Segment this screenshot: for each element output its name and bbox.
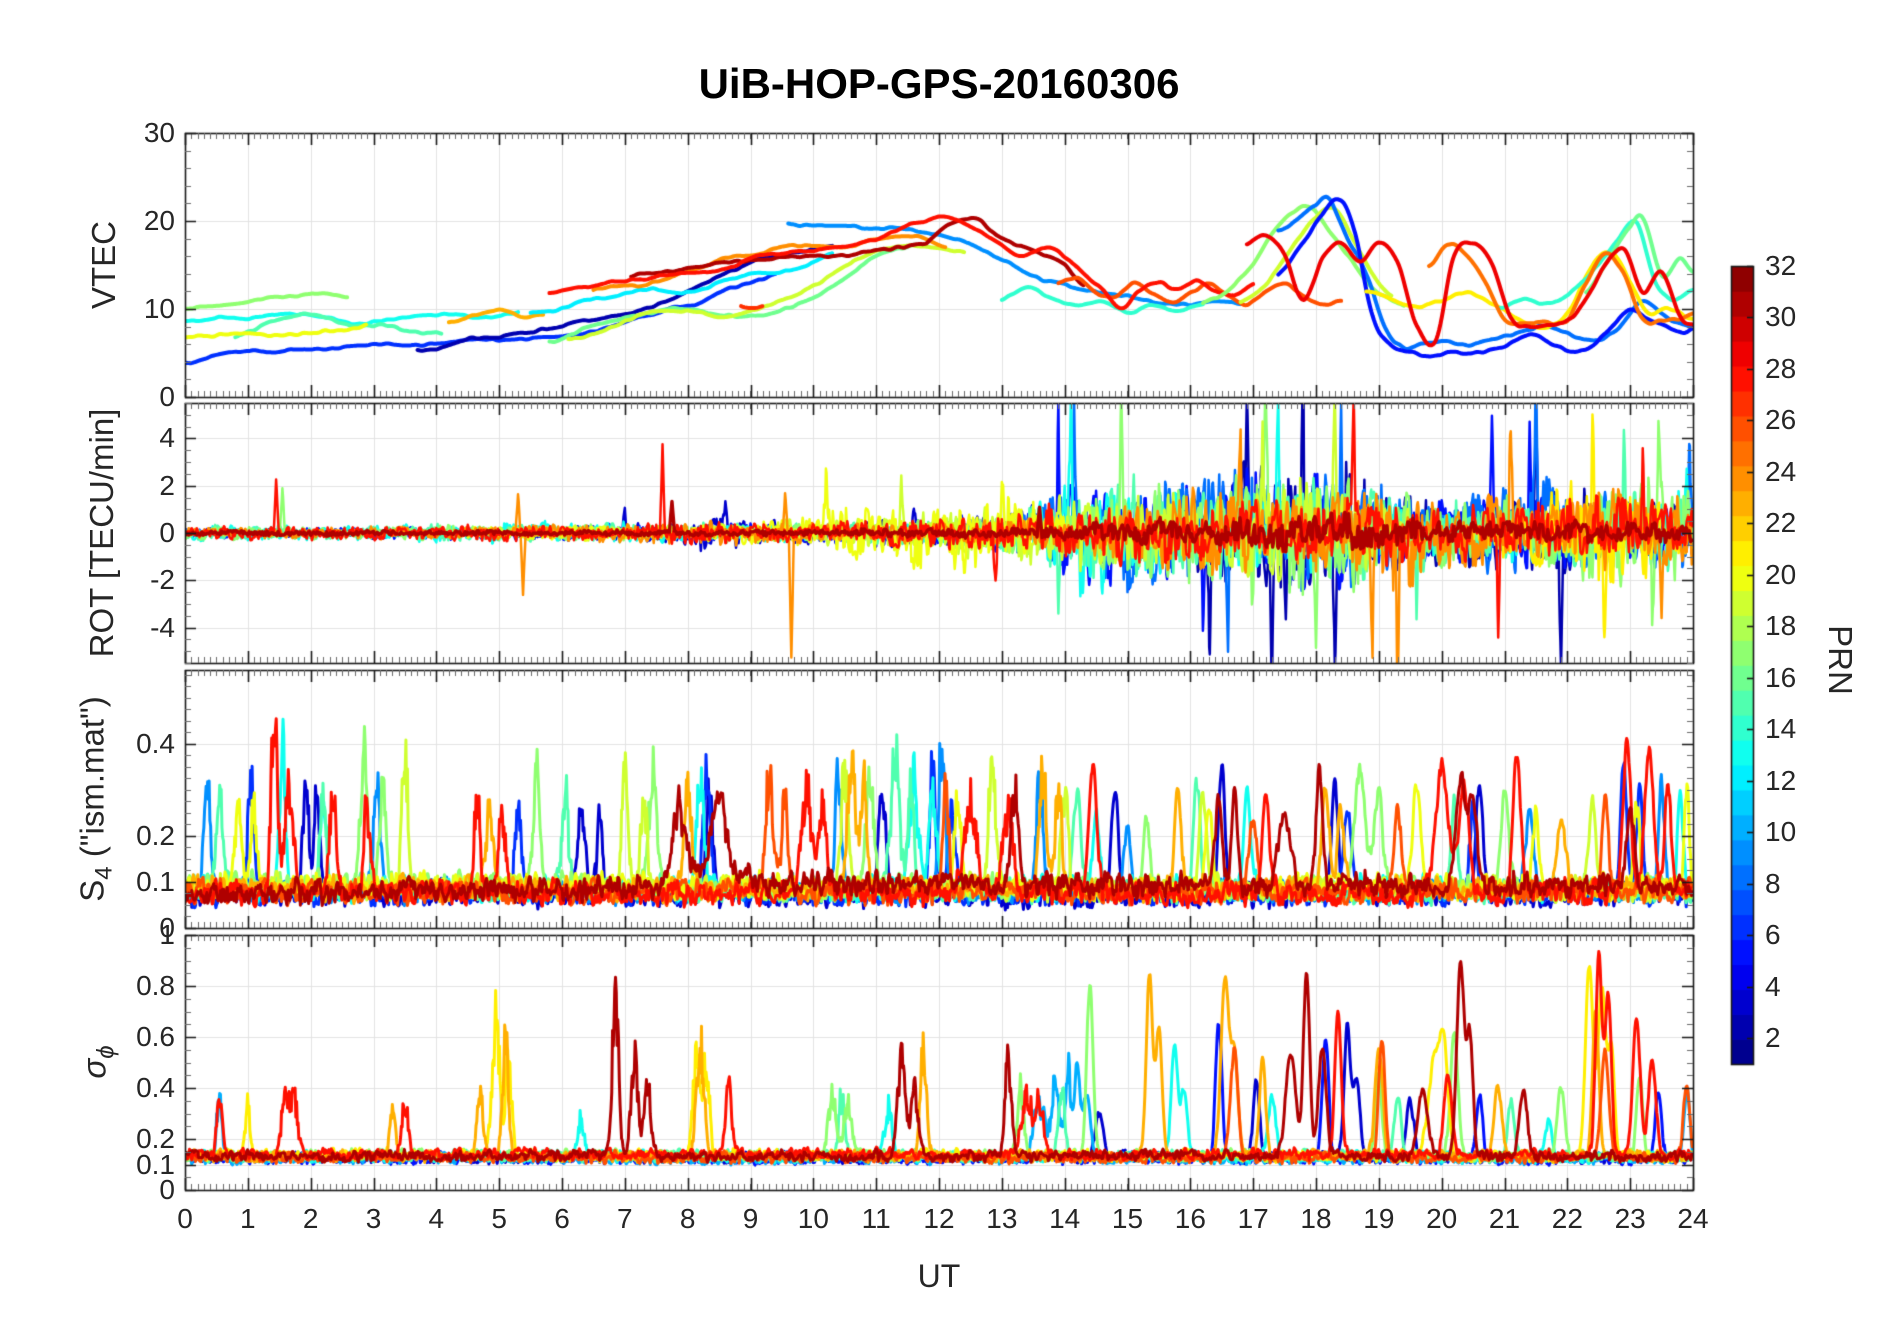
x-tick-label: 20 <box>1426 1203 1458 1234</box>
y-tick-label-rot: -4 <box>150 611 175 643</box>
y-tick-label-rot: -2 <box>150 564 175 596</box>
y-tick-label-s4: 0.1 <box>136 865 175 897</box>
y-tick-label-rot: 0 <box>159 517 175 548</box>
y-tick-label-sigma_phi: 1 <box>159 919 175 950</box>
x-tick-label: 6 <box>554 1203 570 1234</box>
x-tick-label: 7 <box>617 1203 633 1234</box>
colorbar-tick-label: 28 <box>1765 352 1797 384</box>
ylabel-s4-rest: ("ism.mat") <box>73 696 111 867</box>
x-tick-label: 10 <box>797 1203 829 1234</box>
y-tick-label-sigma_phi: 0.6 <box>136 1021 175 1052</box>
x-tick-label: 21 <box>1488 1203 1521 1234</box>
colorbar-tick-label: 12 <box>1765 764 1797 796</box>
x-tick-label: 2 <box>302 1203 319 1234</box>
y-tick-label-vtec: 20 <box>143 205 175 236</box>
x-tick-label: 8 <box>679 1203 696 1234</box>
colorbar-tick-label: 30 <box>1765 301 1797 333</box>
y-tick-label-s4: 0.4 <box>136 727 175 759</box>
ylabel-sigma-sub: ϕ <box>92 1045 120 1059</box>
ylabel-sigma-main: σ <box>75 1058 113 1079</box>
colorbar-tick-label: 32 <box>1765 250 1797 281</box>
ylabel-s4-sub: 4 <box>90 866 118 880</box>
colorbar-label-prn: PRN <box>1822 625 1859 695</box>
ylabel-rot: ROT [TECU/min] <box>83 408 120 658</box>
y-tick-label-sigma_phi: 0.4 <box>136 1072 175 1103</box>
colorbar-tick-label: 4 <box>1765 970 1781 1002</box>
x-tick-label: 14 <box>1049 1203 1081 1234</box>
colorbar-tick-label: 20 <box>1765 558 1797 590</box>
x-tick-label: 3 <box>365 1203 382 1234</box>
xlabel-ut: UT <box>917 1258 961 1294</box>
x-tick-label: 23 <box>1614 1203 1646 1234</box>
y-tick-label-vtec: 30 <box>143 117 175 148</box>
ylabel-vtec: VTEC <box>85 220 122 310</box>
x-tick-label: 18 <box>1300 1203 1332 1234</box>
x-tick-label: 11 <box>861 1203 891 1234</box>
x-tick-label: 5 <box>491 1203 507 1234</box>
y-tick-label-s4: 0.2 <box>136 819 175 851</box>
x-tick-label: 13 <box>986 1203 1018 1234</box>
colorbar-tick-label: 10 <box>1765 816 1797 848</box>
x-tick-label: 16 <box>1174 1203 1206 1234</box>
ylabel-sigma-phi: σϕ <box>76 1045 121 1078</box>
colorbar-tick-label: 22 <box>1765 507 1797 539</box>
y-tick-label-sigma_phi: 0 <box>159 1174 175 1205</box>
x-tick-label: 9 <box>742 1203 759 1234</box>
y-tick-label-rot: 2 <box>159 469 175 501</box>
y-tick-label-sigma_phi: 0.1 <box>136 1148 175 1180</box>
x-tick-label: 17 <box>1237 1203 1269 1234</box>
colorbar-tick-label: 2 <box>1765 1022 1781 1054</box>
colorbar-tick-label: 6 <box>1765 919 1781 951</box>
chart-title: UiB-HOP-GPS-20160306 <box>698 60 1180 107</box>
x-tick-label: 22 <box>1551 1203 1583 1234</box>
colorbar-tick-label: 18 <box>1765 610 1797 642</box>
colorbar-tick-label: 16 <box>1765 661 1797 693</box>
x-tick-label: 19 <box>1363 1203 1395 1234</box>
y-tick-label-sigma_phi: 0.2 <box>136 1123 175 1154</box>
ylabel-s4: S4 ("ism.mat") <box>74 696 119 901</box>
y-tick-label-s4: 0 <box>159 912 175 943</box>
x-tick-label: 12 <box>923 1203 955 1234</box>
colorbar-tick-label: 24 <box>1765 455 1797 487</box>
y-tick-label-vtec: 0 <box>159 381 175 412</box>
x-tick-label: 15 <box>1111 1203 1144 1234</box>
colorbar-tick-label: 26 <box>1765 404 1797 436</box>
ylabel-s4-main: S <box>73 879 111 902</box>
y-tick-label-rot: 4 <box>159 422 175 454</box>
x-tick-label: 4 <box>428 1203 445 1234</box>
x-tick-label: 0 <box>177 1203 193 1234</box>
y-tick-label-sigma_phi: 0.8 <box>136 970 175 1001</box>
x-tick-label: 1 <box>240 1203 256 1234</box>
y-tick-label-vtec: 10 <box>143 293 175 324</box>
colorbar-tick-label: 14 <box>1765 713 1797 745</box>
x-tick-label: 24 <box>1677 1203 1709 1234</box>
colorbar-tick-label: 8 <box>1765 867 1781 899</box>
